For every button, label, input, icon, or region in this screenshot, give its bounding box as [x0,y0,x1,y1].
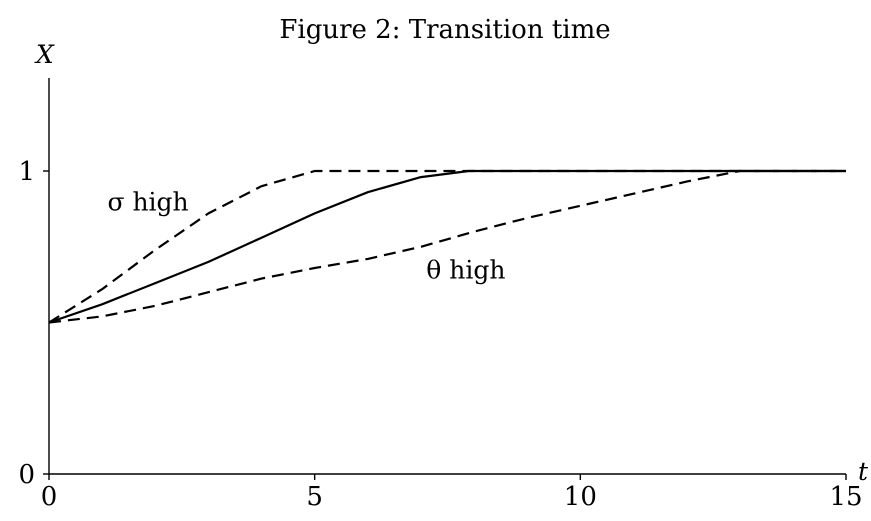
annotation-label: θ high [426,256,505,285]
x-axis-label: t [858,457,869,486]
series-line-3 [48,169,846,324]
x-tick-label: 15 [829,482,862,512]
x-tick-label: 0 [41,482,58,512]
x-tick-label: 5 [306,482,323,512]
y-axis-label: X [34,40,55,69]
x-tick-label: 10 [564,482,597,512]
y-tick-label: 1 [18,157,35,187]
annotation-label: σ high [107,187,188,216]
series-line-2 [48,169,846,324]
chart-title: Figure 2: Transition time [279,15,610,45]
y-tick-label: 0 [18,460,35,490]
